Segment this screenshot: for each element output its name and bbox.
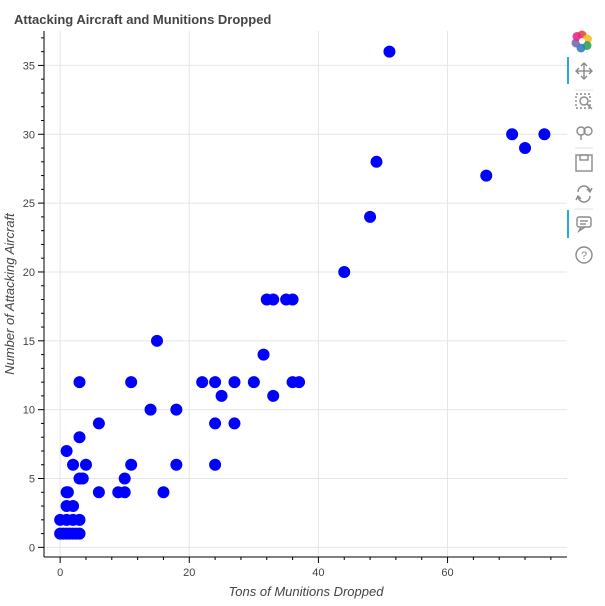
scatter-point [92, 486, 105, 499]
scatter-point [209, 376, 222, 389]
scatter-point [370, 155, 383, 168]
scatter-point [92, 417, 105, 430]
scatter-point [170, 403, 183, 416]
scatter-point [67, 458, 80, 471]
scatter-point [76, 472, 89, 485]
scatter-point [383, 45, 396, 58]
x-axis-label: Tons of Munitions Dropped [229, 584, 385, 599]
scatter-point [209, 417, 222, 430]
scatter-point [286, 293, 299, 306]
x-tick-label: 20 [183, 567, 195, 579]
wheel-zoom-icon[interactable] [576, 126, 593, 140]
scatter-point [293, 376, 306, 389]
scatter-point [338, 265, 351, 278]
scatter-point [73, 527, 86, 540]
scatter-point [519, 142, 532, 155]
toolbar: ? [567, 30, 593, 264]
scatter-point [67, 500, 80, 513]
scatter-point [506, 128, 519, 141]
chart-title: Attacking Aircraft and Munitions Dropped [14, 12, 271, 27]
scatter-point [538, 128, 551, 141]
bokeh-logo-icon[interactable] [571, 30, 593, 53]
axes: 0 20 40 60 0 5 10 15 20 25 30 35 [23, 31, 567, 579]
help-icon[interactable]: ? [575, 246, 593, 264]
y-tick-label: 35 [23, 60, 35, 72]
scatter-point [73, 513, 86, 526]
box-zoom-icon[interactable] [575, 93, 593, 110]
scatter-point [118, 472, 131, 485]
scatter-point [364, 210, 377, 223]
reset-icon[interactable] [575, 185, 593, 203]
pan-icon[interactable] [575, 62, 593, 80]
hover-icon[interactable] [576, 216, 592, 234]
scatter-point [73, 431, 86, 444]
scatter-point [228, 376, 241, 389]
y-tick-label: 15 [23, 336, 35, 348]
scatter-point [157, 486, 170, 499]
scatter-point [196, 376, 209, 389]
scatter-point [247, 376, 260, 389]
scatter-point [257, 348, 270, 361]
scatter-point [267, 293, 280, 306]
scatter-point [144, 403, 157, 416]
scatter-point [61, 486, 74, 499]
scatter-point [125, 458, 138, 471]
scatter-point [79, 458, 92, 471]
scatter-point [118, 486, 131, 499]
y-tick-label: 10 [23, 405, 35, 417]
scatter-point [60, 444, 73, 457]
y-tick-label: 20 [23, 267, 35, 279]
grid [44, 31, 567, 557]
save-icon[interactable] [575, 154, 593, 172]
scatter-point [125, 376, 138, 389]
x-tick-label: 40 [312, 567, 324, 579]
scatter-point [150, 334, 163, 347]
scatter-point [215, 389, 228, 402]
x-tick-label: 0 [57, 567, 63, 579]
svg-text:?: ? [581, 250, 587, 262]
scatter-point [209, 458, 222, 471]
y-axis-label: Number of Attacking Aircraft [2, 212, 17, 375]
scatter-point [228, 417, 241, 430]
scatter-point [480, 169, 493, 182]
scatter-point [73, 376, 86, 389]
y-tick-label: 30 [23, 129, 35, 141]
scatter-point [267, 389, 280, 402]
y-tick-label: 25 [23, 198, 35, 210]
y-tick-label: 0 [29, 542, 35, 554]
x-tick-label: 60 [441, 567, 453, 579]
y-tick-label: 5 [29, 474, 35, 486]
scatter-point [170, 458, 183, 471]
scatter-points [54, 45, 551, 540]
